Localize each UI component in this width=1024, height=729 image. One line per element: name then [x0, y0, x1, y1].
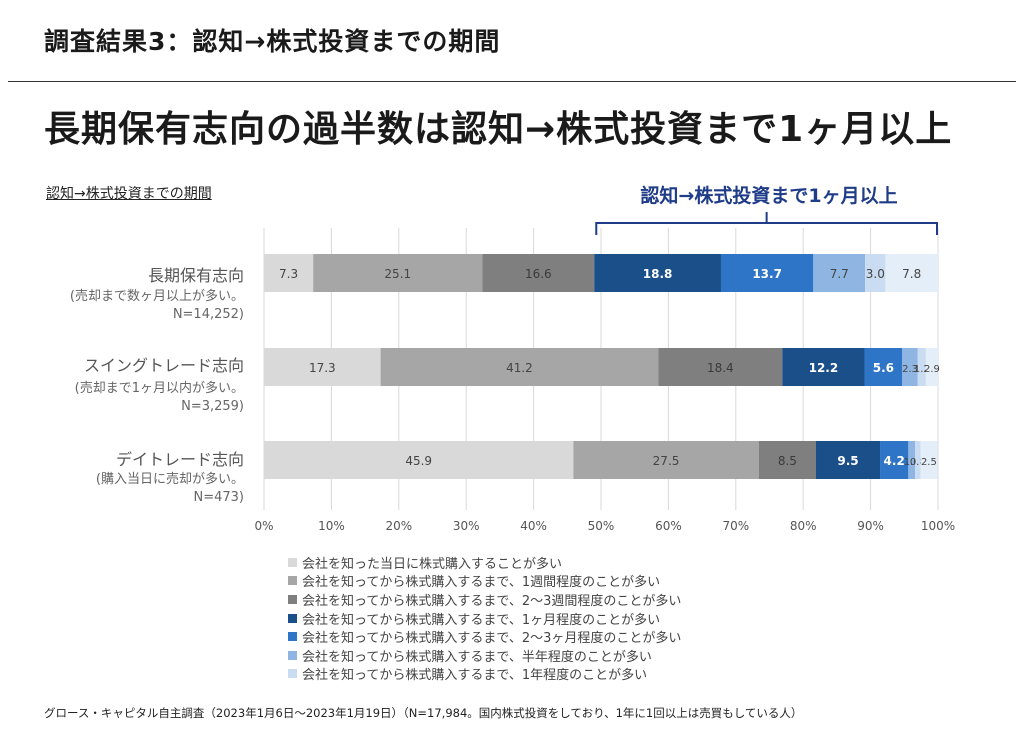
data-label: 45.9	[405, 454, 432, 468]
legend-item: 会社を知ってから株式購入するまで、1ヶ月程度のことが多い	[288, 609, 681, 628]
bar-segment	[885, 254, 938, 292]
data-label: 8.5	[778, 454, 797, 468]
bar-segment	[264, 254, 314, 292]
bar-segment	[925, 348, 938, 386]
legend-item: 会社を知ってから株式購入するまで、1週間程度のことが多い	[288, 572, 681, 591]
data-label: 1.2	[914, 364, 930, 375]
x-tick-label: 80%	[790, 519, 817, 533]
data-label: 2.5	[921, 457, 937, 468]
bar-segment	[917, 348, 926, 386]
bar-segment	[380, 348, 659, 386]
data-label: 13.7	[752, 267, 782, 281]
bar-segment	[920, 441, 938, 479]
category-note-line: (売却まで数ヶ月以上が多い。	[69, 289, 244, 304]
data-label: 18.4	[707, 361, 734, 375]
bar-segment	[482, 254, 595, 292]
x-tick-label: 10%	[318, 519, 345, 533]
legend-swatch	[288, 613, 297, 623]
legend-label: 会社を知ってから株式購入するまで、1年程度のことが多い	[302, 668, 648, 684]
category-name: デイトレード志向	[115, 450, 244, 469]
data-label: 27.5	[653, 454, 680, 468]
legend-item: 会社を知ってから株式購入するまで、半年程度のことが多い	[288, 646, 681, 665]
legend-label: 会社を知ってから株式購入するまで、1ヶ月程度のことが多い	[302, 612, 661, 628]
legend-label: 会社を知ってから株式購入するまで、半年程度のことが多い	[302, 649, 652, 665]
legend-swatch	[288, 576, 297, 586]
legend-item: 会社を知ってから株式購入するまで、2〜3ヶ月程度のことが多い	[288, 627, 681, 646]
bar-segment	[313, 254, 483, 292]
x-tick-label: 60%	[655, 519, 682, 533]
x-tick-label: 90%	[857, 519, 884, 533]
legend-swatch	[288, 669, 297, 679]
legend-label: 会社を知った当日に株式購入することが多い	[302, 556, 563, 572]
x-tick-label: 0%	[254, 519, 273, 533]
x-tick-label: 50%	[588, 519, 615, 533]
category-name: スイングトレード志向	[83, 356, 244, 375]
bar-segment	[902, 348, 918, 386]
data-label: 5.6	[873, 361, 894, 375]
legend-swatch	[288, 594, 297, 604]
category-note-line: N=3,259)	[181, 399, 244, 414]
data-label: 7.8	[902, 267, 921, 281]
data-label: 2.9	[924, 364, 940, 375]
data-label: 1.0	[904, 457, 920, 468]
data-label: 7.7	[830, 267, 849, 281]
bar-segment	[908, 441, 916, 479]
data-label: 12.2	[809, 361, 839, 375]
data-label: 25.1	[384, 267, 411, 281]
x-tick-label: 70%	[722, 519, 749, 533]
data-label: 16.6	[525, 267, 552, 281]
x-tick-label: 100%	[921, 519, 955, 533]
bar-segment	[915, 441, 921, 479]
bar-segment	[720, 254, 814, 292]
data-label: 17.3	[309, 361, 336, 375]
section-title: 調査結果3：認知→株式投資までの期間	[44, 27, 501, 56]
legend-item: 会社を知ってから株式購入するまで、2〜3週間程度のことが多い	[288, 590, 681, 609]
bar-segment	[658, 348, 783, 386]
x-tick-label: 40%	[520, 519, 547, 533]
x-tick-label: 20%	[385, 519, 412, 533]
bar-segment	[880, 441, 909, 479]
legend-swatch	[288, 650, 297, 660]
chart-legend: 会社を知った当日に株式購入することが多い会社を知ってから株式購入するまで、1週間…	[288, 553, 681, 683]
callout-bracket	[595, 212, 938, 235]
legend-item: 会社を知ってから株式購入するまで、1年程度のことが多い	[288, 665, 681, 684]
bar-segment	[264, 348, 381, 386]
legend-item: 会社を知った当日に株式購入することが多い	[288, 553, 681, 572]
data-label: 2.3	[902, 364, 918, 375]
legend-label: 会社を知ってから株式購入するまで、2〜3ヶ月程度のことが多い	[302, 631, 682, 647]
bar-segment	[264, 441, 574, 479]
data-label: 3.0	[866, 267, 885, 281]
category-note-line: (売却まで1ヶ月以内が多い。	[74, 381, 244, 396]
bar-segment	[816, 441, 881, 479]
category-name: 長期保有志向	[147, 266, 244, 285]
data-label: 7.3	[279, 267, 298, 281]
data-label: 9.5	[837, 454, 858, 468]
bar-segment	[864, 348, 903, 386]
category-note-line: (購入当日に売却が多い。	[95, 472, 244, 487]
header-divider	[8, 81, 1016, 82]
chart-subtitle: 認知→株式投資までの期間	[46, 186, 212, 202]
data-label: 41.2	[506, 361, 533, 375]
bar-segment	[782, 348, 865, 386]
footnote: グロース・キャピタル自主調査（2023年1月6日〜2023年1月19日）（N=1…	[44, 706, 803, 720]
data-label: 0.8	[910, 457, 926, 468]
legend-swatch	[288, 557, 297, 567]
bar-segment	[758, 441, 817, 479]
data-label: 4.2	[884, 454, 905, 468]
data-label: 18.8	[643, 267, 673, 281]
legend-swatch	[288, 632, 297, 642]
headline: 長期保有志向の過半数は認知→株式投資まで1ヶ月以上	[44, 109, 953, 150]
legend-label: 会社を知ってから株式購入するまで、2〜3週間程度のことが多い	[302, 593, 682, 609]
legend-label: 会社を知ってから株式購入するまで、1週間程度のことが多い	[302, 575, 661, 591]
category-note-line: N=14,252)	[172, 307, 244, 322]
bar-segment	[573, 441, 759, 479]
bar-segment	[813, 254, 866, 292]
category-note-line: N=473)	[193, 490, 244, 505]
x-tick-label: 30%	[453, 519, 480, 533]
callout-label: 認知→株式投資まで1ヶ月以上	[640, 185, 898, 207]
bar-segment	[865, 254, 886, 292]
bar-segment	[594, 254, 721, 292]
